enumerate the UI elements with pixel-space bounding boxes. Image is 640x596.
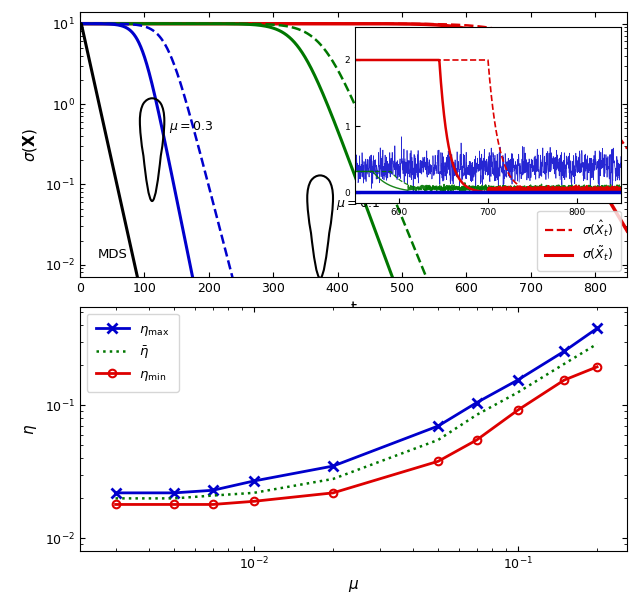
Text: MDS: MDS [98,249,128,261]
$\bar{\eta}$ [473,411,481,418]
$\eta_{\mathrm{max}}$ [473,399,481,406]
$\eta_{\mathrm{min}}$ [473,436,481,443]
Text: $\mu = 0.1$: $\mu = 0.1$ [336,196,380,212]
Text: $\mu = 0.3$: $\mu = 0.3$ [169,119,213,135]
$\eta_{\mathrm{min}}$ [112,501,120,508]
$\eta_{\mathrm{min}}$ [329,489,337,496]
$\eta_{\mathrm{max}}$ [435,423,442,430]
X-axis label: $\mu$: $\mu$ [348,578,359,594]
$\eta_{\mathrm{min}}$ [435,458,442,465]
X-axis label: t: t [351,300,356,315]
$\bar{\eta}$ [593,340,601,347]
Legend: $\eta_{\mathrm{max}}$, $\bar{\eta}$, $\eta_{\mathrm{min}}$: $\eta_{\mathrm{max}}$, $\bar{\eta}$, $\e… [86,313,179,392]
Legend: $\sigma(\hat{X}_t)$, $\sigma(\tilde{X}_t)$: $\sigma(\hat{X}_t)$, $\sigma(\tilde{X}_t… [538,211,621,271]
$\bar{\eta}$ [329,476,337,483]
$\bar{\eta}$ [209,492,216,499]
$\bar{\eta}$ [514,389,522,396]
$\eta_{\mathrm{max}}$ [170,489,178,496]
$\bar{\eta}$ [112,495,120,502]
$\bar{\eta}$ [170,495,178,502]
$\eta_{\mathrm{max}}$ [593,325,601,332]
$\eta_{\mathrm{max}}$ [560,347,568,355]
Line: $\eta_{\mathrm{max}}$: $\eta_{\mathrm{max}}$ [111,324,602,498]
$\bar{\eta}$ [560,361,568,368]
$\eta_{\mathrm{min}}$ [593,363,601,370]
$\eta_{\mathrm{max}}$ [250,477,257,485]
$\eta_{\mathrm{max}}$ [209,487,216,494]
$\eta_{\mathrm{min}}$ [170,501,178,508]
$\eta_{\mathrm{max}}$ [112,489,120,496]
Line: $\bar{\eta}$: $\bar{\eta}$ [116,344,597,498]
Y-axis label: $\eta$: $\eta$ [24,424,40,434]
Line: $\eta_{\mathrm{min}}$: $\eta_{\mathrm{min}}$ [112,363,601,508]
$\eta_{\mathrm{min}}$ [560,377,568,384]
Text: $\mu = 0.05$: $\mu = 0.05$ [410,76,462,92]
$\eta_{\mathrm{min}}$ [250,498,257,505]
$\eta_{\mathrm{min}}$ [514,406,522,414]
$\eta_{\mathrm{max}}$ [329,462,337,470]
$\bar{\eta}$ [435,436,442,443]
$\bar{\eta}$ [250,489,257,496]
$\eta_{\mathrm{max}}$ [514,377,522,384]
$\eta_{\mathrm{min}}$ [209,501,216,508]
Y-axis label: $\sigma(\mathbf{X})$: $\sigma(\mathbf{X})$ [22,128,40,162]
